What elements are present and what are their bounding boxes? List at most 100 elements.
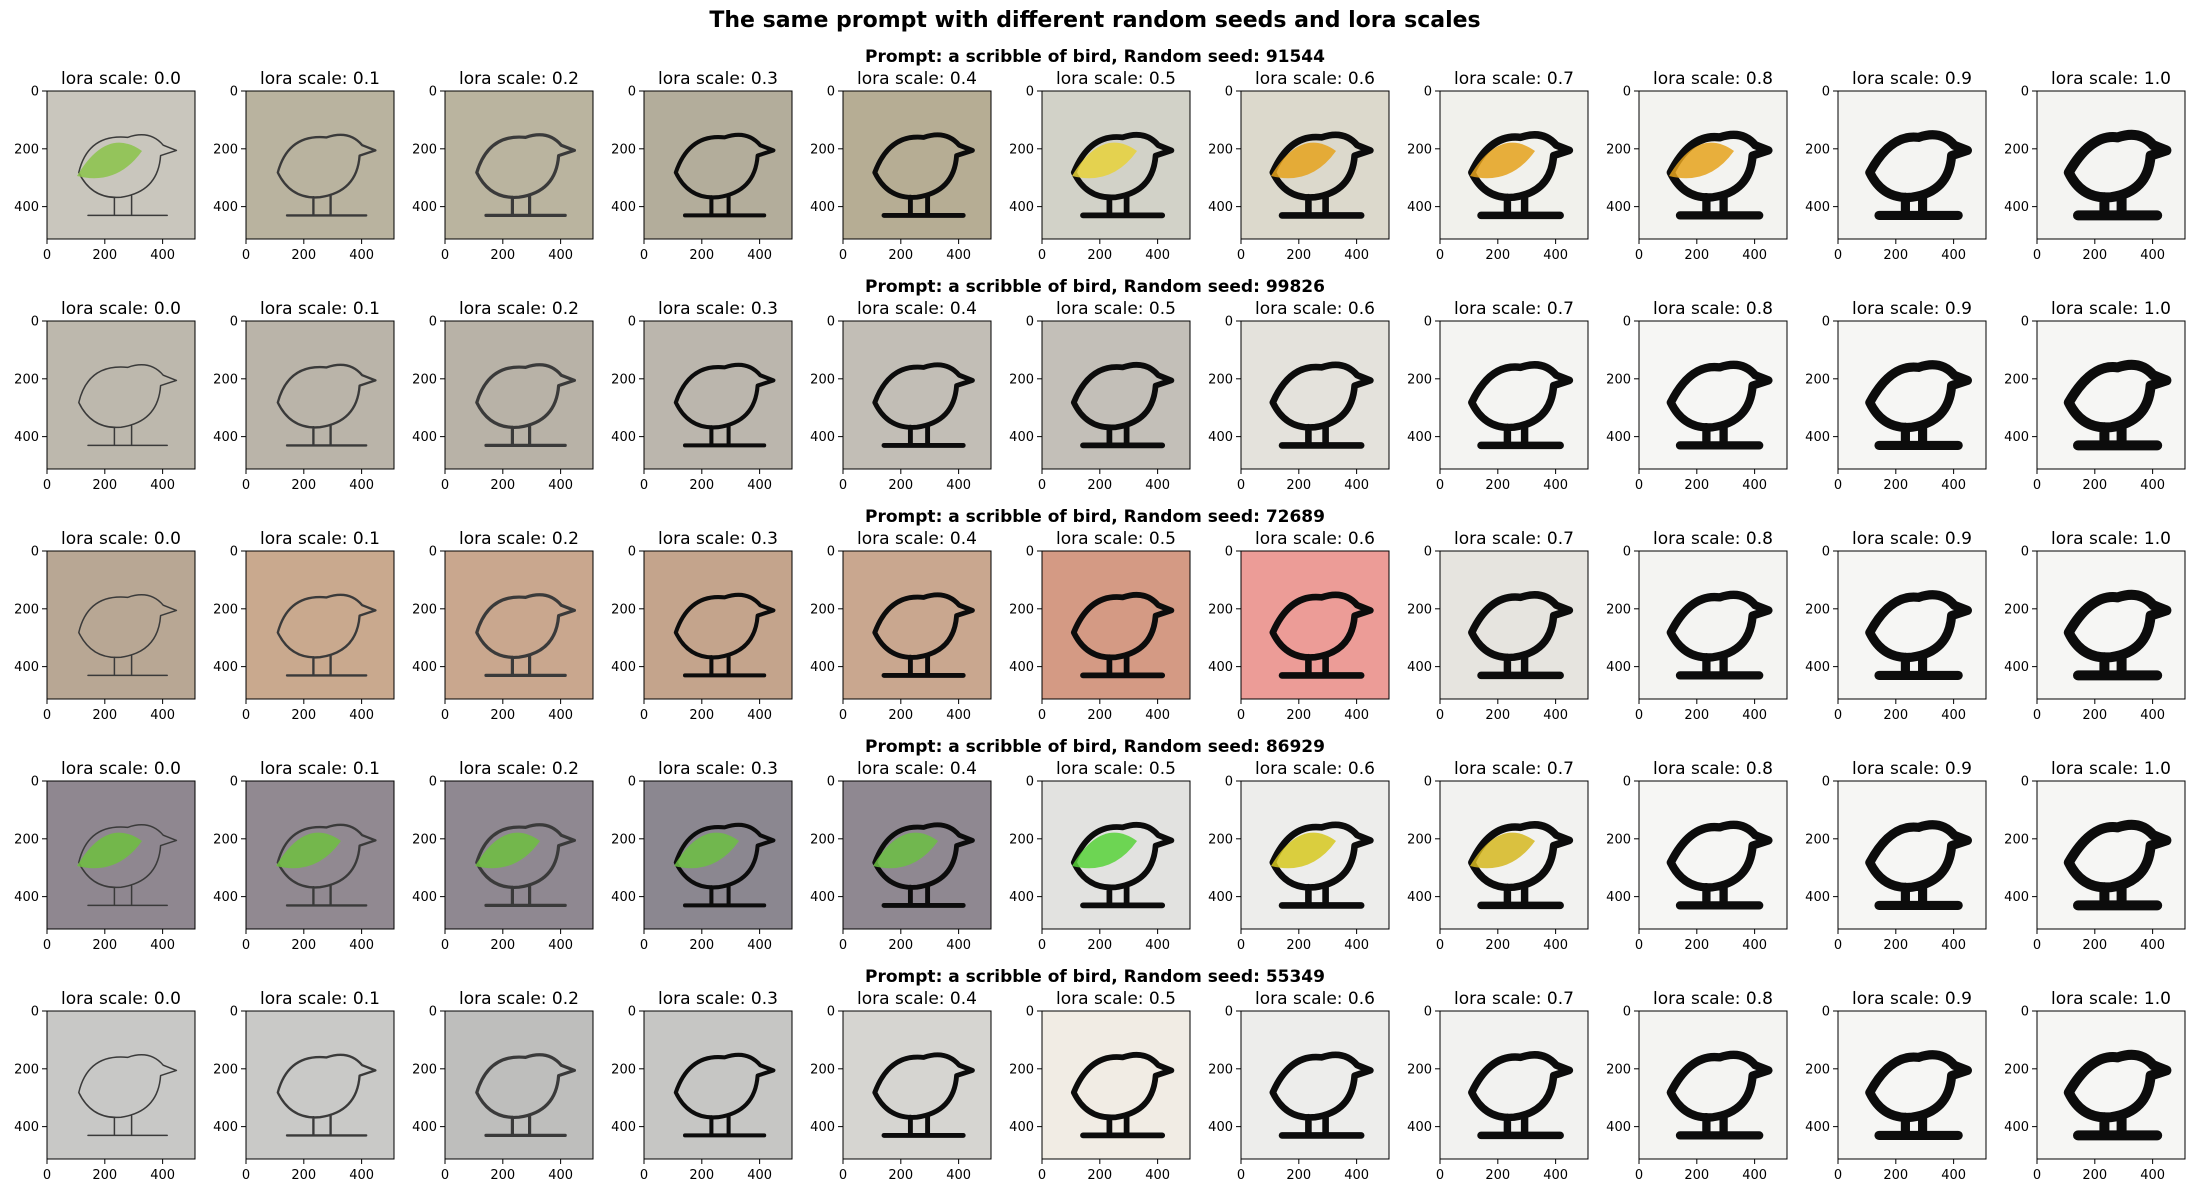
x-tick-label: 200 bbox=[888, 708, 913, 723]
y-tick-label: 400 bbox=[2004, 430, 2029, 445]
x-tick-label: 200 bbox=[1087, 248, 1112, 263]
bird-sketch bbox=[276, 133, 377, 217]
x-tick-label: 200 bbox=[1286, 938, 1311, 953]
y-tick-label: 200 bbox=[1009, 602, 1034, 617]
y-tick-label: 0 bbox=[1822, 545, 1830, 560]
x-tick-label: 0 bbox=[1834, 248, 1842, 263]
x-tick-label: 0 bbox=[1436, 1168, 1444, 1183]
y-tick-label: 400 bbox=[1009, 660, 1034, 675]
x-tick-label: 200 bbox=[689, 478, 714, 493]
bird-sketch bbox=[1070, 1051, 1175, 1139]
y-tick-label: 200 bbox=[1208, 142, 1233, 157]
y-tick-label: 200 bbox=[1805, 142, 1830, 157]
y-tick-label: 400 bbox=[1606, 1120, 1631, 1135]
axes-frame bbox=[2036, 1010, 2186, 1160]
subplot-cell: lora scale: 0.2 0 200 400 0 200 400 bbox=[412, 989, 594, 1183]
y-tick-label: 400 bbox=[1606, 890, 1631, 905]
axes-frame bbox=[245, 550, 395, 700]
subplot-title: lora scale: 0.9 bbox=[1852, 69, 1972, 89]
subplot-title: lora scale: 1.0 bbox=[2051, 759, 2171, 779]
bird-sketch bbox=[1468, 131, 1574, 220]
x-tick-label: 400 bbox=[150, 708, 175, 723]
x-tick-label: 0 bbox=[2033, 938, 2041, 953]
axes-frame bbox=[643, 550, 793, 700]
subplot-title: lora scale: 0.6 bbox=[1255, 529, 1375, 549]
axes-frame bbox=[842, 90, 992, 240]
subplot-cell: lora scale: 0.1 0 200 400 0 200 400 bbox=[213, 69, 395, 263]
bird-sketch bbox=[1666, 590, 1773, 680]
y-tick-label: 200 bbox=[213, 832, 238, 847]
y-tick-label: 400 bbox=[1208, 1120, 1233, 1135]
axes-frame bbox=[842, 320, 992, 470]
x-tick-label: 200 bbox=[1286, 248, 1311, 263]
x-tick-label: 200 bbox=[689, 248, 714, 263]
generated-image bbox=[47, 321, 195, 469]
axes-frame bbox=[1439, 1010, 1589, 1160]
x-tick-label: 400 bbox=[946, 708, 971, 723]
y-tick-label: 400 bbox=[213, 200, 238, 215]
subplot-title: lora scale: 0.7 bbox=[1454, 759, 1574, 779]
x-tick-label: 400 bbox=[1543, 248, 1568, 263]
subplot-cell: lora scale: 0.7 0 200 400 0 200 400 bbox=[1407, 759, 1589, 953]
subplot-title: lora scale: 0.3 bbox=[658, 989, 778, 1009]
subplot-cell: lora scale: 0.5 0 200 400 0 200 400 bbox=[1009, 299, 1191, 493]
y-tick-label: 400 bbox=[213, 890, 238, 905]
subplot-cell: lora scale: 0.6 0 200 400 0 200 400 bbox=[1208, 299, 1390, 493]
x-tick-label: 200 bbox=[1087, 938, 1112, 953]
y-tick-label: 0 bbox=[2021, 315, 2029, 330]
generated-image bbox=[246, 321, 394, 469]
y-tick-label: 0 bbox=[1424, 315, 1432, 330]
x-tick-label: 0 bbox=[1237, 938, 1245, 953]
x-tick-label: 200 bbox=[2082, 248, 2107, 263]
x-tick-label: 0 bbox=[242, 708, 250, 723]
row-prompt-title: Prompt: a scribble of bird, Random seed:… bbox=[865, 967, 1325, 987]
bird-sketch bbox=[276, 1053, 377, 1137]
bird-sketch bbox=[276, 363, 377, 447]
y-tick-label: 200 bbox=[14, 372, 39, 387]
y-tick-label: 400 bbox=[1805, 890, 1830, 905]
subplot-title: lora scale: 1.0 bbox=[2051, 69, 2171, 89]
bird-sketch bbox=[78, 824, 178, 907]
bird-sketch bbox=[872, 822, 975, 908]
y-tick-label: 200 bbox=[1606, 372, 1631, 387]
y-tick-label: 200 bbox=[412, 832, 437, 847]
y-tick-label: 400 bbox=[1805, 660, 1830, 675]
bird-color-accent bbox=[77, 832, 142, 869]
axes-frame bbox=[643, 1010, 793, 1160]
subplot-cell: lora scale: 0.4 0 200 400 0 200 400 bbox=[810, 759, 992, 953]
x-tick-label: 400 bbox=[1543, 1168, 1568, 1183]
y-tick-label: 0 bbox=[31, 85, 39, 100]
subplot-title: lora scale: 0.6 bbox=[1255, 69, 1375, 89]
y-tick-label: 400 bbox=[2004, 890, 2029, 905]
y-tick-label: 0 bbox=[1623, 85, 1631, 100]
subplot-cell: lora scale: 0.4 0 200 400 0 200 400 bbox=[810, 989, 992, 1183]
x-tick-label: 0 bbox=[242, 478, 250, 493]
subplot-title: lora scale: 0.1 bbox=[260, 299, 380, 319]
x-tick-label: 200 bbox=[1485, 708, 1510, 723]
x-tick-label: 400 bbox=[150, 248, 175, 263]
bird-sketch bbox=[2063, 1049, 2172, 1141]
subplot-title: lora scale: 1.0 bbox=[2051, 299, 2171, 319]
y-tick-label: 200 bbox=[611, 602, 636, 617]
y-tick-label: 200 bbox=[810, 1062, 835, 1077]
subplot-cell: lora scale: 0.6 0 200 400 0 200 400 bbox=[1208, 529, 1390, 723]
bird-sketch bbox=[1269, 131, 1374, 219]
subplot-cell: lora scale: 0.7 0 200 400 0 200 400 bbox=[1407, 989, 1589, 1183]
subplot-title: lora scale: 0.2 bbox=[459, 529, 579, 549]
y-tick-label: 200 bbox=[1009, 372, 1034, 387]
y-tick-label: 200 bbox=[1606, 1062, 1631, 1077]
y-tick-label: 0 bbox=[628, 545, 636, 560]
y-tick-label: 400 bbox=[1606, 200, 1631, 215]
axes-frame bbox=[444, 550, 594, 700]
x-tick-label: 200 bbox=[1684, 1168, 1709, 1183]
subplot-cell: lora scale: 0.9 0 200 400 0 200 400 bbox=[1805, 529, 1987, 723]
y-tick-label: 0 bbox=[1424, 85, 1432, 100]
y-tick-label: 0 bbox=[827, 775, 835, 790]
bird-sketch bbox=[2063, 589, 2172, 681]
axes-frame bbox=[1041, 90, 1191, 240]
bird-sketch bbox=[673, 592, 776, 678]
bird-sketch bbox=[1666, 360, 1773, 450]
x-tick-label: 400 bbox=[1742, 478, 1767, 493]
y-tick-label: 200 bbox=[14, 1062, 39, 1077]
y-tick-label: 200 bbox=[2004, 142, 2029, 157]
